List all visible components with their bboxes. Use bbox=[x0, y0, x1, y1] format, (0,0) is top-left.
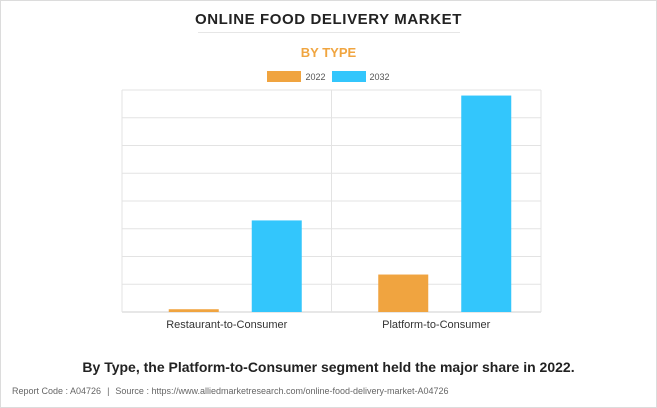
legend-label-2032: 2032 bbox=[369, 71, 390, 82]
legend-item-2022: 2022 bbox=[267, 71, 326, 82]
bar-2022-restaurant-to-consumer bbox=[168, 309, 219, 312]
bar-2032-platform-to-consumer bbox=[461, 95, 512, 312]
category-label: Platform-to-Consumer bbox=[382, 319, 491, 331]
footer: Report Code : A04726 | Source : https://ww… bbox=[12, 386, 449, 396]
legend-swatch-2022 bbox=[267, 71, 302, 82]
bars bbox=[168, 95, 512, 312]
source-text: Source : https://www.alliedmarketresearc… bbox=[115, 386, 449, 396]
report-code: Report Code : A04726 bbox=[12, 386, 102, 396]
chart-subtitle: BY TYPE bbox=[300, 45, 357, 60]
category-label: Restaurant-to-Consumer bbox=[166, 319, 287, 331]
bar-2032-restaurant-to-consumer bbox=[251, 220, 302, 312]
chart-legend: 2022 2032 bbox=[0, 71, 657, 82]
category-labels: Restaurant-to-Consumer Platform-to-Consum… bbox=[166, 319, 490, 331]
bar-2022-platform-to-consumer bbox=[378, 274, 429, 312]
footer-separator: | bbox=[107, 386, 110, 396]
chart-caption: By Type, the Platform-to-Consumer segmen… bbox=[82, 359, 575, 375]
legend-swatch-2032 bbox=[331, 71, 366, 82]
legend-item-2032: 2032 bbox=[331, 71, 390, 82]
legend-label-2022: 2022 bbox=[305, 71, 326, 82]
chart-title: ONLINE FOOD DELIVERY MARKET bbox=[194, 11, 463, 28]
title-divider bbox=[198, 32, 460, 33]
